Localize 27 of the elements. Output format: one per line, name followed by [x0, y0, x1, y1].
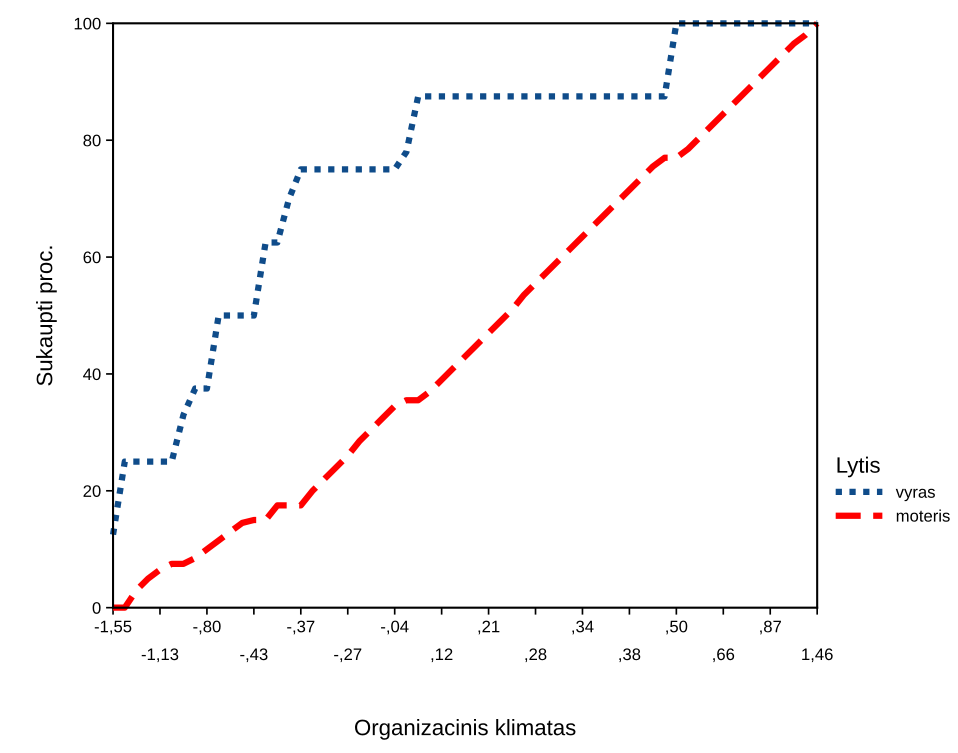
x-tick-label: ,21: [478, 620, 500, 634]
legend-title: Lytis: [838, 456, 880, 478]
y-tick-label: 40: [83, 368, 101, 380]
x-tick-label: -1,55: [94, 620, 132, 634]
legend-label: vyras: [896, 488, 935, 502]
x-tick-label: ,50: [666, 620, 688, 634]
x-tick-label: -,80: [193, 620, 221, 634]
y-tick-label: 60: [84, 251, 101, 264]
x-tick-label: 1,46: [802, 648, 833, 662]
y-tick-label: 80: [83, 134, 101, 146]
x-tick-label: ,28: [525, 648, 546, 662]
x-tick-label: ,87: [760, 620, 781, 634]
x-tick-label: ,66: [713, 648, 734, 662]
x-tick-label: ,12: [432, 648, 452, 662]
x-tick-label: -,04: [381, 620, 409, 634]
legend-label: moteris: [896, 509, 950, 522]
y-tick-label: 100: [74, 18, 101, 30]
x-tick-label: ,38: [619, 648, 640, 662]
y-tick-label: 0: [92, 602, 101, 614]
x-tick-label: -1,13: [142, 648, 178, 662]
y-tick-label: 20: [84, 485, 101, 498]
x-tick-label: -,43: [240, 648, 268, 662]
x-tick-label: -,37: [287, 620, 314, 634]
x-tick-label: -,27: [334, 648, 362, 662]
y-axis-title: Sukaupti proc.: [36, 246, 57, 386]
x-tick-label: ,34: [572, 620, 594, 634]
x-axis-title: Organizacinis klimatas: [355, 719, 576, 740]
